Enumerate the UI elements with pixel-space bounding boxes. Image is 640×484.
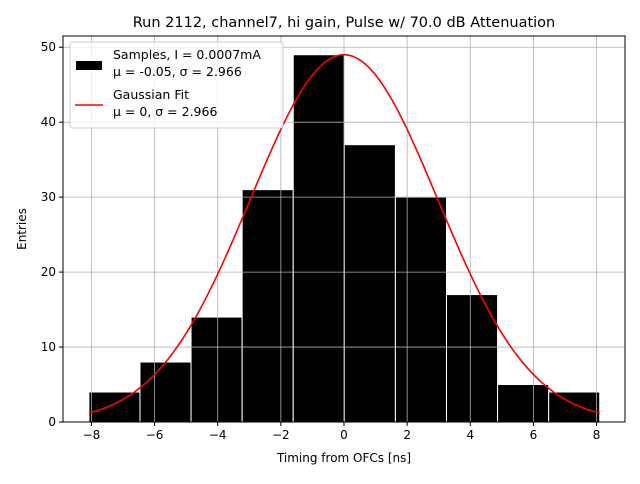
- x-tick-label: −4: [209, 428, 227, 442]
- legend-box: [69, 41, 284, 129]
- x-axis-label: Timing from OFCs [ns]: [276, 451, 411, 465]
- x-tick-label: 0: [340, 428, 348, 442]
- histogram-bar: [241, 189, 294, 423]
- legend-samples-line1: Samples, I = 0.0007mA: [113, 47, 261, 62]
- y-tick-label: 10: [41, 340, 56, 354]
- histogram-bar: [343, 144, 396, 423]
- histogram-bar: [139, 361, 192, 423]
- histogram-bar: [292, 54, 345, 423]
- y-tick-label: 30: [41, 190, 56, 204]
- histogram-bar: [548, 391, 601, 423]
- histogram-bar: [394, 196, 447, 423]
- chart-title: Run 2112, channel7, hi gain, Pulse w/ 70…: [133, 15, 556, 31]
- legend-samples-line2: μ = -0.05, σ = 2.966: [113, 64, 242, 79]
- x-tick-label: 4: [466, 428, 474, 442]
- y-axis-label: Entries: [15, 208, 29, 250]
- y-tick-label: 40: [41, 115, 56, 129]
- x-tick-label: 2: [403, 428, 411, 442]
- x-tick-label: −6: [146, 428, 164, 442]
- histogram-bar: [190, 316, 243, 423]
- x-tick-label: 8: [593, 428, 601, 442]
- y-tick-label: 20: [41, 265, 56, 279]
- y-tick-label: 50: [41, 40, 56, 54]
- gaussian-fit-line: [88, 53, 600, 414]
- x-tick-label: 6: [530, 428, 538, 442]
- legend-swatch-samples: [76, 61, 102, 70]
- histogram-bar: [497, 384, 550, 423]
- legend-fit-line1: Gaussian Fit: [113, 87, 189, 102]
- histogram-bar: [445, 294, 499, 423]
- legend-fit-line2: μ = 0, σ = 2.966: [113, 104, 217, 119]
- legend: Samples, I = 0.0007mA μ = -0.05, σ = 2.9…: [69, 41, 284, 129]
- y-tick-label: 0: [48, 415, 56, 429]
- x-tick-label: −2: [272, 428, 290, 442]
- histogram-bar: [88, 391, 141, 423]
- x-tick-label: −8: [83, 428, 101, 442]
